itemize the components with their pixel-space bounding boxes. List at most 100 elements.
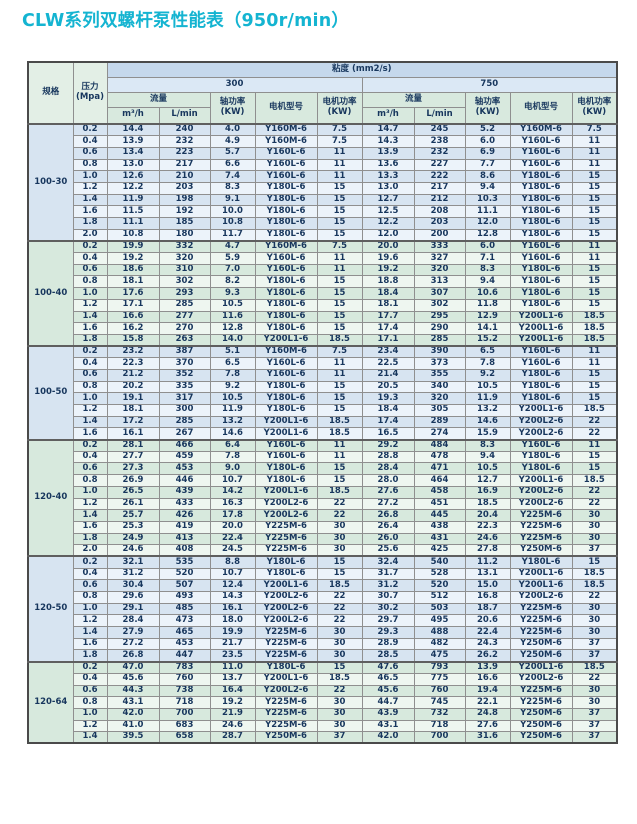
value-cell: 18.5 <box>571 333 618 347</box>
value-cell: Y200L1-6 <box>254 485 318 499</box>
value-cell: 24.3 <box>464 637 511 651</box>
value-cell: 30.2 <box>361 602 415 616</box>
value-cell: 20.6 <box>464 614 511 628</box>
value-cell: Y180L-6 <box>254 322 318 335</box>
value-cell: 20.0 <box>361 239 415 254</box>
value-cell: 471 <box>413 462 466 476</box>
value-cell: 15 <box>316 462 363 476</box>
value-cell: 15 <box>316 193 363 207</box>
value-cell: 10.3 <box>464 193 511 207</box>
value-cell: Y180L-6 <box>509 380 573 394</box>
value-cell: 24.6 <box>106 544 160 557</box>
value-cell: 13.7 <box>209 672 256 686</box>
value-cell: 212 <box>413 193 466 207</box>
value-cell: 30 <box>316 544 363 557</box>
table-row: 1.2 12.2 203 8.3 Y180L-6 15 13.0 217 9.4 Y180L-6 1… <box>28 181 618 195</box>
pressure-cell: 0.8 <box>72 158 108 172</box>
value-cell: Y160L-6 <box>509 158 573 172</box>
value-cell: 11.9 <box>464 392 511 405</box>
value-cell: Y200L1-6 <box>509 474 573 487</box>
value-cell: 15 <box>571 181 618 195</box>
header-viscosity: 粘度 (mm2/s) <box>106 61 618 78</box>
value-cell: Y160M-6 <box>509 123 573 137</box>
value-cell: 21.9 <box>209 707 256 721</box>
value-cell: 13.0 <box>106 158 160 172</box>
value-cell: Y200L1-6 <box>509 322 573 335</box>
value-cell: 700 <box>158 707 211 721</box>
value-cell: 22 <box>316 684 363 698</box>
value-cell: 18.5 <box>571 310 618 324</box>
value-cell: 11.5 <box>106 205 160 218</box>
pressure-cell: 2.0 <box>72 228 108 242</box>
header-unit-m3h-750: m³/h <box>361 106 415 125</box>
value-cell: Y180L-6 <box>509 217 573 230</box>
pressure-cell: 1.6 <box>72 637 108 651</box>
header-motor-power-300: 电机功率 (KW) <box>316 91 363 125</box>
value-cell: 42.0 <box>106 707 160 721</box>
pressure-cell: 1.2 <box>72 404 108 417</box>
value-cell: 30 <box>316 649 363 663</box>
value-cell: 30 <box>316 626 363 639</box>
table-row: 1.0 29.1 485 16.1 Y200L2-6 22 30.2 503 18.7 Y225M… <box>28 602 618 616</box>
value-cell: 15 <box>571 217 618 230</box>
pressure-cell: 0.4 <box>72 357 108 370</box>
value-cell: 21.2 <box>106 368 160 382</box>
value-cell: Y180L-6 <box>509 368 573 382</box>
pressure-cell: 0.4 <box>72 450 108 464</box>
pressure-cell: 1.6 <box>72 520 108 534</box>
value-cell: 42.0 <box>361 731 415 744</box>
value-cell: 453 <box>158 462 211 476</box>
table-row: 120-64 0.2 47.0 783 11.0 Y180L-6 15 47.6 793 13.9… <box>27 660 618 744</box>
value-cell: Y225M-6 <box>254 532 318 546</box>
value-cell: 18.1 <box>361 298 415 312</box>
value-cell: 775 <box>413 672 466 686</box>
value-cell: Y225M-6 <box>254 696 318 709</box>
value-cell: 14.6 <box>464 415 511 429</box>
pressure-cell: 0.2 <box>72 239 108 254</box>
value-cell: 10.7 <box>209 474 256 487</box>
value-cell: 11.1 <box>106 217 160 230</box>
header-motor-model-300: 电机型号 <box>254 91 318 125</box>
pressure-cell: 1.0 <box>72 707 108 721</box>
value-cell: Y160M-6 <box>254 239 318 254</box>
value-cell: 18.5 <box>316 485 363 499</box>
value-cell: 459 <box>158 450 211 464</box>
value-cell: 15 <box>571 170 618 183</box>
value-cell: 19.4 <box>464 684 511 698</box>
value-cell: 15.9 <box>464 427 511 441</box>
pressure-cell: 1.8 <box>72 649 108 663</box>
value-cell: Y180L-6 <box>254 660 318 674</box>
value-cell: 274 <box>413 427 466 441</box>
value-cell: 18.5 <box>316 579 363 592</box>
value-cell: Y180L-6 <box>509 263 573 277</box>
value-cell: 11 <box>316 438 363 452</box>
value-cell: 9.3 <box>209 287 256 300</box>
table-row: 0.8 43.1 718 19.2 Y225M-6 30 44.7 745 22.1 Y225M-… <box>28 696 618 709</box>
value-cell: Y160L-6 <box>254 368 318 382</box>
table-row: 1.4 11.9 198 9.1 Y180L-6 15 12.7 212 10.3 Y180L-6… <box>28 193 618 207</box>
value-cell: 30 <box>316 707 363 721</box>
value-cell: 302 <box>413 298 466 312</box>
value-cell: 19.2 <box>106 252 160 265</box>
value-cell: 263 <box>158 333 211 347</box>
value-cell: 31.2 <box>106 567 160 581</box>
value-cell: 13.2 <box>464 404 511 417</box>
value-cell: 11 <box>316 450 363 464</box>
table-row: 0.6 21.2 352 7.8 Y160L-6 11 21.4 355 9.2 Y180L-6 1… <box>28 368 618 382</box>
table-row: 0.4 13.9 232 4.9 Y160M-6 7.5 14.3 238 6.0 Y160L-6… <box>28 135 618 148</box>
value-cell: 41.0 <box>106 719 160 733</box>
value-cell: 22 <box>316 497 363 511</box>
value-cell: Y160L-6 <box>254 450 318 464</box>
pressure-cell: 0.8 <box>72 474 108 487</box>
value-cell: 732 <box>413 707 466 721</box>
value-cell: 320 <box>413 392 466 405</box>
value-cell: 267 <box>158 427 211 441</box>
value-cell: 17.7 <box>361 310 415 324</box>
value-cell: 45.6 <box>106 672 160 686</box>
table-row: 0.8 13.0 217 6.6 Y160L-6 11 13.6 227 7.7 Y160L-6 1… <box>28 158 618 172</box>
value-cell: 32.1 <box>106 555 160 569</box>
value-cell: Y180L-6 <box>509 555 573 569</box>
table-row: 1.4 17.2 285 13.2 Y200L1-6 18.5 17.4 289 14.6 Y20… <box>28 415 618 429</box>
value-cell: 15 <box>571 193 618 207</box>
value-cell: 507 <box>158 579 211 592</box>
